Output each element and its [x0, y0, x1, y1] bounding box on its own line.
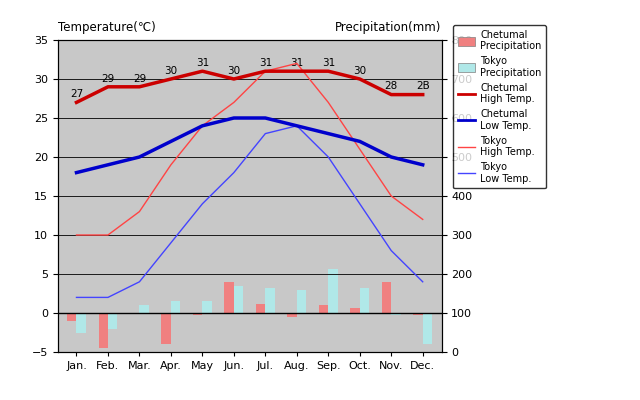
Text: 31: 31 [322, 58, 335, 68]
Bar [266, 288, 275, 313]
Bar [350, 308, 360, 313]
Text: 28: 28 [385, 82, 398, 92]
Bar [161, 313, 171, 344]
Bar [67, 313, 77, 321]
Bar [297, 290, 307, 313]
Text: 31: 31 [196, 58, 209, 68]
Bar [202, 301, 212, 313]
Text: 2B: 2B [416, 82, 429, 92]
Text: 30: 30 [353, 66, 366, 76]
Bar [99, 313, 108, 348]
Bar [140, 305, 149, 313]
Bar [130, 313, 140, 314]
Text: 30: 30 [164, 66, 177, 76]
Bar [225, 282, 234, 313]
Bar [287, 313, 297, 317]
Text: 29: 29 [133, 74, 146, 84]
Bar [382, 282, 391, 313]
Text: 27: 27 [70, 89, 83, 99]
Bar [422, 313, 432, 344]
Bar [391, 313, 401, 314]
Text: Precipitation(mm): Precipitation(mm) [335, 21, 442, 34]
Text: 29: 29 [101, 74, 115, 84]
Bar [77, 313, 86, 332]
Bar [108, 313, 117, 329]
Text: 31: 31 [259, 58, 272, 68]
Legend: Chetumal
Precipitation, Tokyo
Precipitation, Chetumal
High Temp., Chetumal
Low T: Chetumal Precipitation, Tokyo Precipitat… [453, 25, 547, 188]
Bar [328, 268, 338, 313]
Bar [256, 304, 266, 313]
Bar [319, 305, 328, 313]
Bar [171, 301, 180, 313]
Text: Temperature(℃): Temperature(℃) [58, 21, 156, 34]
Bar [360, 288, 369, 313]
Text: 30: 30 [227, 66, 241, 76]
Bar [413, 313, 422, 314]
Bar [234, 286, 243, 313]
Bar [193, 313, 202, 315]
Text: 31: 31 [290, 58, 303, 68]
